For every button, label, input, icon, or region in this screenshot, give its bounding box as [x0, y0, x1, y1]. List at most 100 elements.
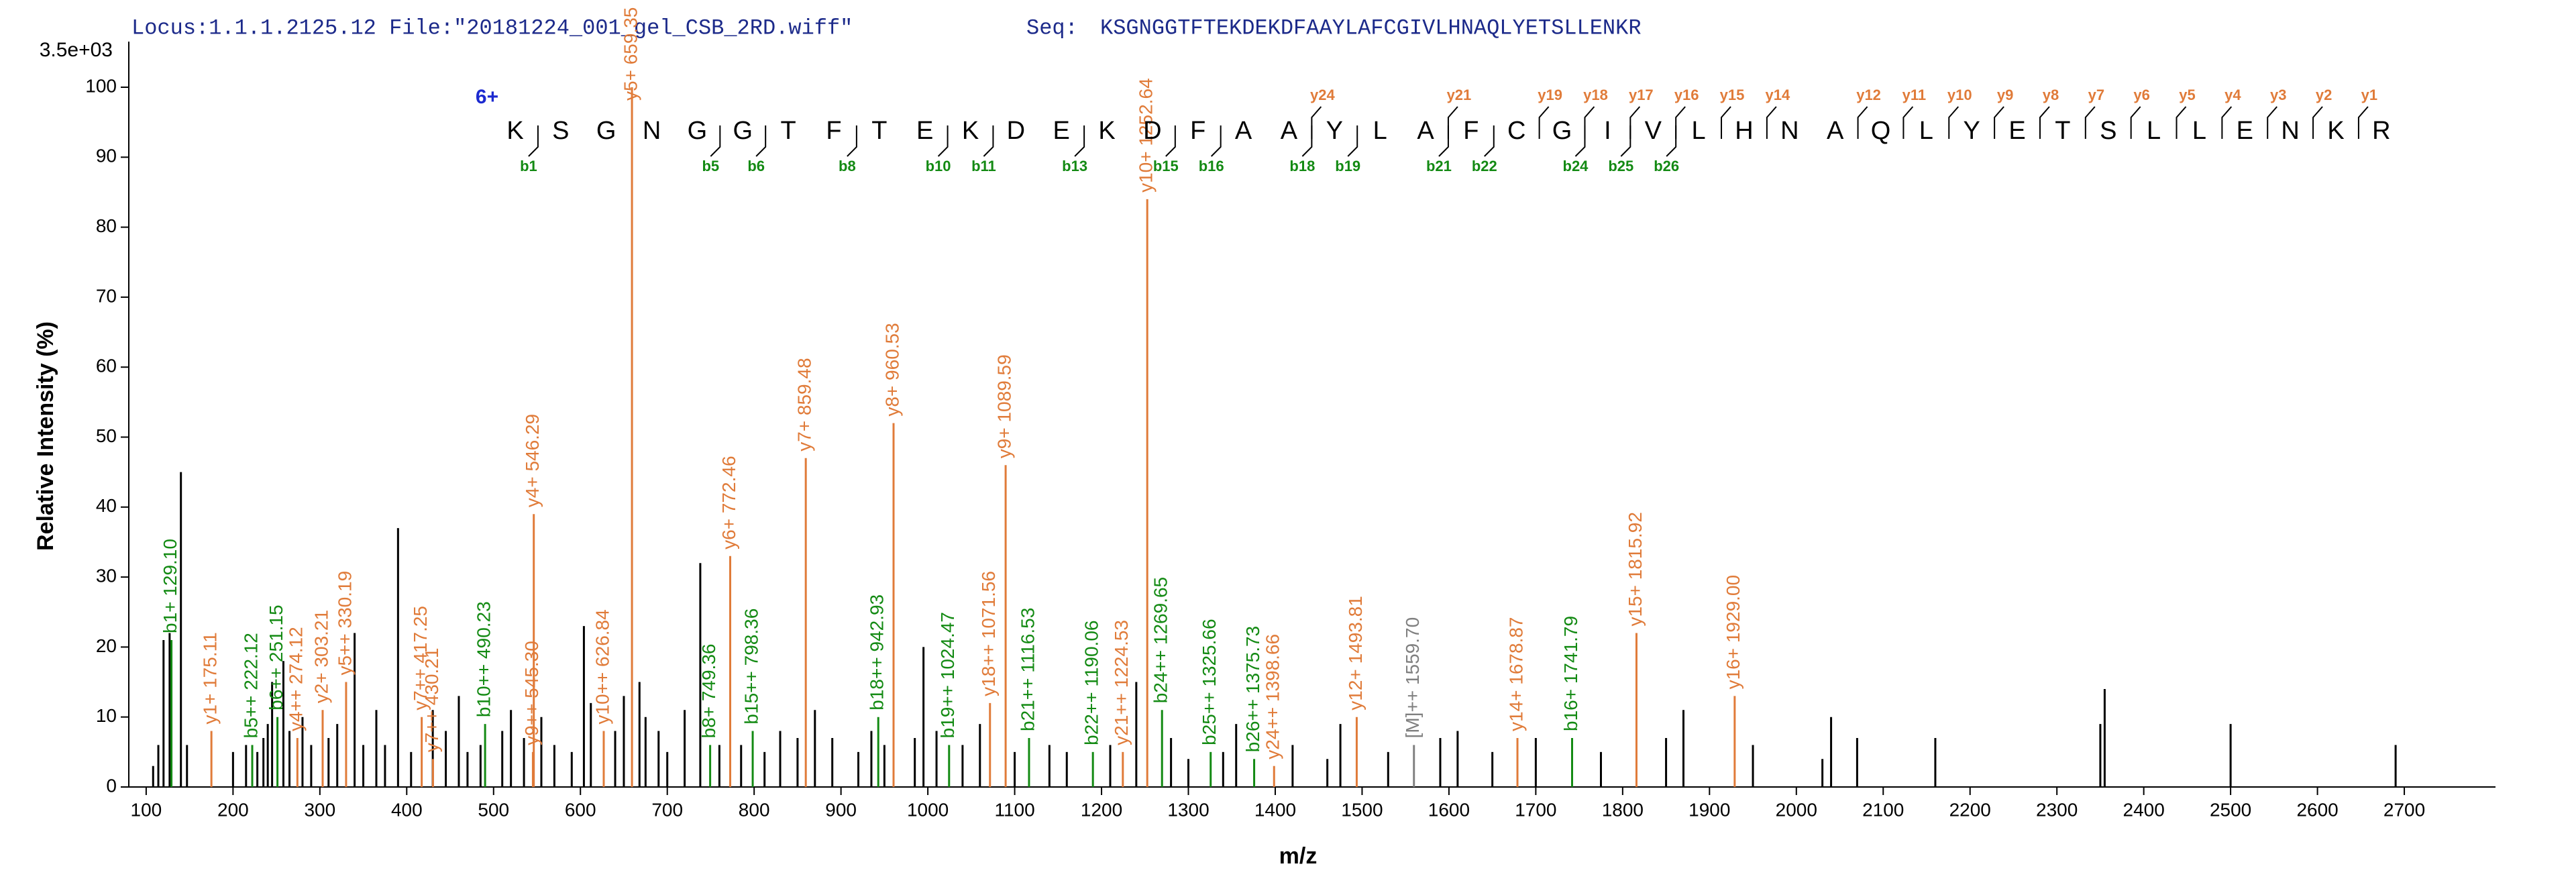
x-tick-label: 1600 [1428, 799, 1470, 820]
y-ion-marker [2084, 106, 2096, 139]
residue: L [2147, 117, 2161, 145]
residue: A [1281, 117, 1298, 145]
y-ion-label: y9 [1997, 87, 2013, 103]
peak-label: y9++ 545.30 [521, 641, 542, 745]
b-ion-label: b13 [1062, 158, 1087, 174]
peak-label: b24++ 1269.65 [1150, 577, 1171, 703]
b-ion-label: b5 [702, 158, 719, 174]
y-ion-marker [1902, 106, 1914, 139]
peak-label: y21++ 1224.53 [1111, 620, 1132, 745]
x-tick-label: 2400 [2123, 799, 2165, 820]
peak-label: y15+ 1815.92 [1625, 512, 1646, 627]
y-scale-label: 3.5e+03 [40, 39, 113, 61]
residue: L [1919, 117, 1933, 145]
b-ion-marker [847, 125, 857, 157]
peak-label: y14+ 1678.87 [1505, 617, 1526, 731]
peak-label: y9+ 1089.59 [994, 354, 1014, 458]
residue: C [1507, 117, 1525, 145]
x-tick-label: 800 [739, 799, 770, 820]
residue: S [2100, 117, 2116, 145]
y-ion-label: y5 [2179, 87, 2195, 103]
residue: Y [1964, 117, 1980, 145]
peak-label: y6+ 772.46 [718, 456, 739, 549]
y-ion-marker [1538, 106, 1550, 139]
y-ion-label: y12 [1856, 87, 1881, 103]
residue: F [826, 117, 841, 145]
b-ion-label: b15 [1153, 158, 1179, 174]
residue: G [1552, 117, 1572, 145]
b-ion-label: b26 [1654, 158, 1679, 174]
residue: K [2327, 117, 2344, 145]
x-tick-label: 1300 [1167, 799, 1209, 820]
y-ion-label: y10 [1947, 87, 1972, 103]
peak-label: y8+ 960.53 [881, 323, 902, 416]
b-ion-marker [1438, 125, 1449, 157]
x-tick-label: 1400 [1254, 799, 1296, 820]
x-tick-label: 1000 [907, 799, 949, 820]
b-ion-marker [983, 125, 994, 157]
x-tick-label: 1700 [1515, 799, 1556, 820]
peak-label: y5++ 330.19 [334, 571, 355, 676]
y-ion-label: y8 [2043, 87, 2059, 103]
residue: K [1098, 117, 1115, 145]
residue: G [596, 117, 616, 145]
y-tick-label: 80 [96, 215, 117, 236]
x-tick-label: 2700 [2383, 799, 2425, 820]
b-ion-marker [1620, 125, 1631, 157]
y-ion-marker [1311, 106, 1322, 139]
y-ion-marker [1994, 106, 2004, 139]
residue: T [2055, 117, 2070, 145]
x-tick-label: 2300 [2036, 799, 2078, 820]
charge-label: 6+ [476, 86, 498, 108]
peak-label: y16+ 1929.00 [1723, 575, 1743, 690]
y-tick-label: 90 [96, 146, 117, 166]
residue: L [1373, 117, 1387, 145]
peak-label: b16+ 1741.79 [1560, 616, 1581, 731]
y-ion-marker [2130, 106, 2141, 139]
residue: G [733, 117, 753, 145]
y-ion-marker [1584, 106, 1595, 139]
y-ion-marker [2267, 106, 2277, 139]
y-ion-label: y2 [2316, 87, 2332, 103]
residue: Q [1871, 117, 1891, 145]
b-ion-label: b19 [1335, 158, 1360, 174]
y-ion-label: y15 [1720, 87, 1745, 103]
residue: Y [1326, 117, 1343, 145]
b-ion-marker [710, 125, 721, 157]
x-tick-label: 200 [217, 799, 249, 820]
residue: A [1417, 117, 1434, 145]
b-ion-label: b8 [839, 158, 856, 174]
seq-label: Seq: [1026, 15, 1078, 40]
peak-label: y18++ 1071.56 [978, 571, 999, 696]
b-ion-marker [1574, 125, 1586, 157]
y-tick-label: 70 [96, 285, 117, 306]
b-ion-label: b6 [747, 158, 765, 174]
peak-label: b10++ 490.23 [474, 601, 494, 717]
x-tick-label: 900 [825, 799, 857, 820]
y-ion-label: y6 [2133, 87, 2149, 103]
b-ion-marker [1347, 125, 1358, 157]
y-ion-marker [2357, 106, 2369, 139]
y-tick-label: 60 [96, 356, 117, 376]
y-axis-label: Relative Intensity (%) [33, 321, 58, 551]
y-ion-marker [1857, 106, 1868, 139]
peak-label: y10+ 1252.64 [1136, 78, 1157, 193]
residue: D [1143, 117, 1161, 145]
locus-header: Locus:1.1.1.2125.12 File:"20181224_001_g… [131, 15, 853, 40]
y-ion-marker [2221, 106, 2233, 139]
y-ion-label: y1 [2361, 87, 2377, 103]
x-tick-label: 2200 [1949, 799, 1991, 820]
peak-label: b5++ 222.12 [240, 633, 261, 738]
y-tick-label: 10 [96, 705, 117, 726]
y-ion-label: y14 [1766, 87, 1790, 103]
seq-header: KSGNGGTFTEKDEKDFAAYLAFCGIVLHNAQLYETSLLEN… [1100, 15, 1642, 40]
y-ion-label: y3 [2270, 87, 2286, 103]
residue: R [2372, 117, 2390, 145]
b-ion-label: b22 [1472, 158, 1497, 174]
residue: N [2281, 117, 2299, 145]
b-ion-marker [937, 125, 949, 157]
y-ion-label: y18 [1583, 87, 1608, 103]
residue: H [1735, 117, 1753, 145]
x-tick-label: 1200 [1081, 799, 1122, 820]
